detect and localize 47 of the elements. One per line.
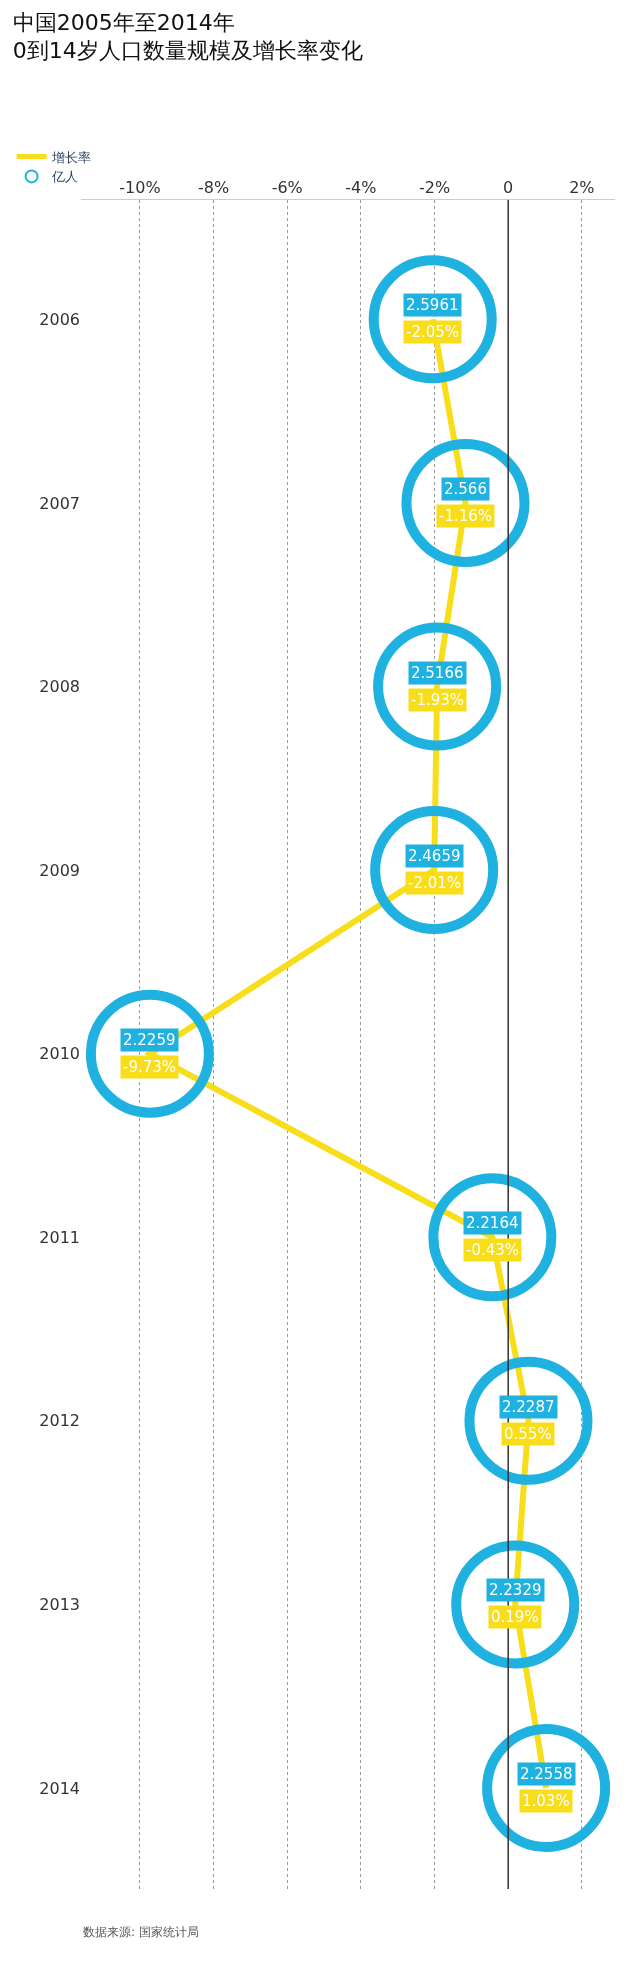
point: [464, 1356, 593, 1485]
annotation: 2.2164: [466, 1214, 519, 1232]
y-tick-label: 2012: [39, 1411, 80, 1431]
y-tick-label: 2007: [39, 493, 80, 513]
annotation: 2.566: [444, 480, 487, 498]
x-tick-label: -8%: [198, 177, 230, 197]
legend-label: 亿人: [50, 169, 78, 185]
point: [401, 438, 530, 567]
annotation: 2.2558: [520, 1765, 573, 1783]
point: [368, 255, 497, 384]
chart-title: 中国2005年至2014年 0到14岁人口数量规模及增长率变化: [12, 9, 363, 64]
y-tick-label: 2014: [39, 1778, 80, 1798]
y-tick-label: 2008: [39, 677, 80, 697]
y-tick-label: 2011: [39, 1227, 80, 1247]
annotation: 2.2329: [489, 1581, 542, 1599]
point: [85, 989, 214, 1118]
y-tick-label: 2010: [39, 1044, 80, 1064]
x-tick-label: -10%: [119, 177, 161, 197]
data-label: -2.05%: [406, 323, 460, 341]
annotation: 2.4659: [408, 847, 461, 865]
point: [482, 1724, 611, 1852]
x-tick-label: 2%: [569, 177, 595, 197]
data-label: -0.43%: [466, 1241, 520, 1259]
y-tick-label: 2013: [39, 1595, 80, 1615]
data-label: 0.55%: [504, 1425, 552, 1443]
data-label: -9.73%: [123, 1058, 177, 1076]
data-label: -1.16%: [439, 507, 493, 525]
y-tick-label: 2006: [39, 309, 80, 329]
point: [373, 622, 502, 751]
point: [370, 806, 499, 935]
x-tick-label: -6%: [271, 177, 303, 197]
legend-label: 增长率: [50, 149, 91, 165]
annotation: 2.5166: [411, 664, 464, 682]
annotation: 2.2259: [123, 1031, 176, 1049]
y-tick-label: 2009: [39, 860, 80, 880]
data-label: -2.01%: [408, 874, 462, 892]
source-note: 数据来源: 国家统计局: [83, 1925, 199, 1939]
annotation: 2.2287: [502, 1398, 555, 1416]
point: [428, 1173, 557, 1302]
x-tick-label: -4%: [345, 177, 377, 197]
data-label: -1.93%: [411, 691, 465, 709]
data-label: 0.19%: [491, 1608, 539, 1626]
x-tick-label: 0: [503, 177, 514, 197]
x-tick-label: -2%: [418, 177, 451, 197]
data-label: 1.03%: [522, 1792, 570, 1810]
point: [451, 1540, 580, 1669]
annotation: 2.5961: [406, 296, 459, 314]
